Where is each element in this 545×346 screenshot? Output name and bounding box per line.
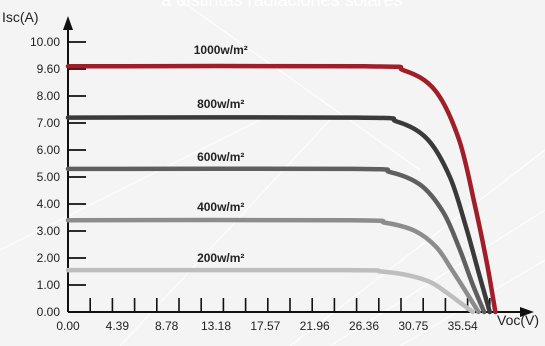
y-tick-label: 8.00 [37,89,61,103]
background-streak [329,209,545,346]
y-tick-label: 1.00 [37,278,61,292]
x-axis-label: Voc(V) [497,312,539,328]
y-tick-label: 3.00 [37,224,61,238]
series-line [65,115,493,315]
x-tick-label: 13.18 [201,319,231,333]
x-tick-label: 30.75 [398,319,428,333]
series-labels: 200w/m² 400w/m² 600w/m² 800w/m² 1000w/m² [194,43,248,265]
y-tick-label: 5.00 [37,170,61,184]
background-streak [289,149,545,346]
series-line [65,63,498,315]
series-line [65,166,487,315]
y-tick-label: 4.00 [37,197,61,211]
y-tick-label: 6.00 [37,143,61,157]
y-tick-label: 2.00 [37,251,61,265]
series-lines [65,63,498,315]
background-streak [119,119,331,346]
series-line [65,217,481,315]
series-label: 400w/m² [197,200,244,214]
series-label: 200w/m² [197,251,244,265]
y-tick-labels: 0.00 1.00 2.00 3.00 4.00 5.00 6.00 7.00 8.00 9.60… [30,35,60,319]
y-axis-label: Isc(A) [2,9,39,25]
x-tick-label: 21.96 [300,319,330,333]
series-label: 800w/m² [197,97,244,111]
series-label: 1000w/m² [194,43,248,57]
x-tick-label: 17.57 [250,319,280,333]
series-line [65,267,476,315]
x-tick-labels: 0.00 4.39 8.78 13.18 17.57 21.96 26.36 30.75 35.… [56,319,478,333]
x-tick-label: 35.54 [448,319,478,333]
background-streak [0,119,261,251]
x-tick-label: 26.36 [349,319,379,333]
y-axis-arrow-icon [63,16,73,30]
background-streak [179,0,421,171]
y-tick-label: 0.00 [37,305,61,319]
x-tick-label: 0.00 [56,319,80,333]
y-tick-label: 9.60 [37,62,61,76]
y-tick-label: 7.00 [37,116,61,130]
y-tick-label: 10.00 [30,35,60,49]
series-label: 600w/m² [197,150,244,164]
x-tick-label: 4.39 [106,319,130,333]
x-axis-arrow-icon [520,307,534,317]
x-tick-label: 8.78 [155,319,179,333]
chart-title: a distintas radiaciones solares [161,0,402,10]
